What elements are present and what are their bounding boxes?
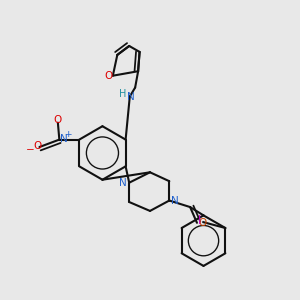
Text: I: I bbox=[198, 214, 201, 227]
Text: −: − bbox=[26, 145, 35, 155]
Text: O: O bbox=[33, 141, 41, 151]
Text: O: O bbox=[198, 218, 206, 228]
Text: +: + bbox=[64, 130, 72, 139]
Text: H: H bbox=[119, 88, 126, 98]
Text: N: N bbox=[60, 134, 68, 144]
Text: N: N bbox=[171, 196, 179, 206]
Text: O: O bbox=[104, 71, 112, 81]
Text: N: N bbox=[119, 178, 127, 188]
Text: N: N bbox=[128, 92, 135, 102]
Text: O: O bbox=[54, 115, 62, 125]
